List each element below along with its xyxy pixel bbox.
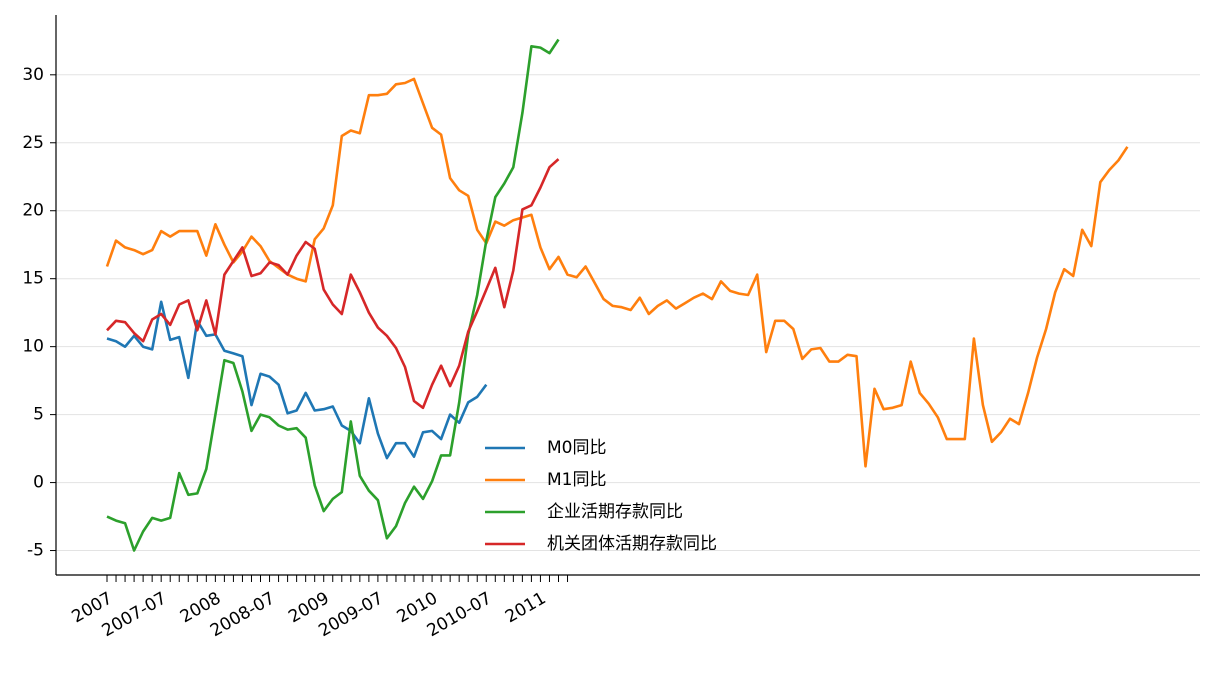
y-tick-label: 15 — [22, 269, 44, 289]
y-tick-label: -5 — [27, 541, 44, 561]
x-tick-label: 2011 — [502, 588, 549, 627]
legend-label: 企业活期存款同比 — [547, 502, 683, 522]
y-tick-label: 5 — [33, 405, 44, 425]
y-tick-label: 0 — [33, 473, 44, 493]
legend-label: 机关团体活期存款同比 — [547, 534, 717, 554]
line — [106, 158, 560, 410]
y-tick-label: 10 — [22, 337, 44, 357]
line — [105, 77, 1129, 468]
line — [106, 38, 560, 552]
legend-label: M1同比 — [547, 470, 606, 490]
legend-label: M0同比 — [547, 438, 606, 458]
y-tick-label: 20 — [22, 201, 44, 221]
y-tick-label: 25 — [22, 133, 44, 153]
line — [106, 300, 488, 460]
y-tick-label: 30 — [22, 65, 44, 85]
